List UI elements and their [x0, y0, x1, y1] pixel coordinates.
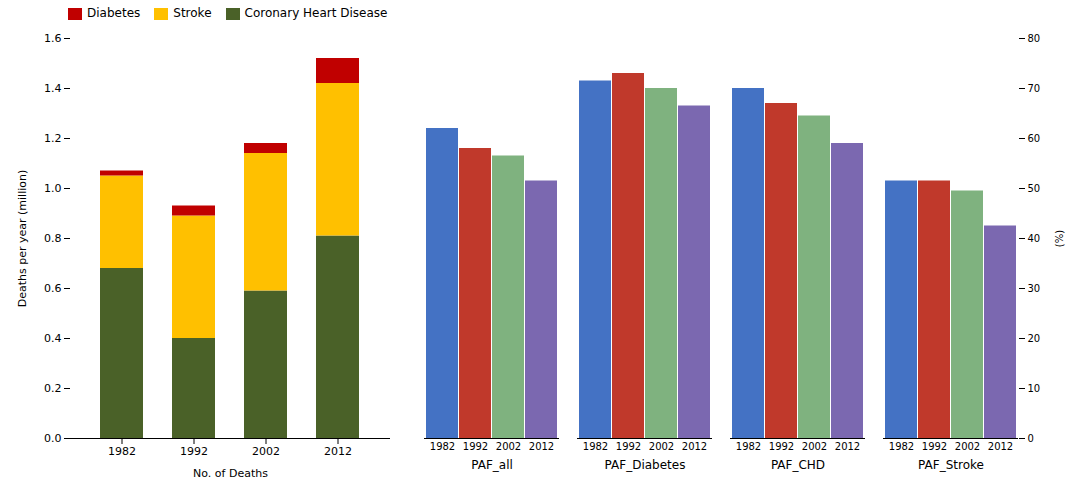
- svg-text:60: 60: [1028, 133, 1041, 144]
- svg-text:1.0: 1.0: [44, 182, 62, 195]
- svg-text:No. of Deaths: No. of Deaths: [193, 467, 268, 480]
- html-text:Diabetes: Diabetes: [87, 6, 141, 20]
- svg-text:2012: 2012: [324, 445, 352, 458]
- svg-text:1.2: 1.2: [44, 132, 62, 145]
- svg-text:80: 80: [1028, 33, 1041, 44]
- svg-text:PAF_all: PAF_all: [471, 458, 513, 472]
- svg-text:1992: 1992: [180, 445, 208, 458]
- svg-text:1992: 1992: [463, 441, 488, 452]
- svg-text:1992: 1992: [922, 441, 947, 452]
- svg-text:2002: 2002: [496, 441, 521, 452]
- svg-text:2012: 2012: [835, 441, 860, 452]
- svg-text:2012: 2012: [682, 441, 707, 452]
- svg-text:0.2: 0.2: [44, 382, 62, 395]
- svg-text:2012: 2012: [529, 441, 554, 452]
- svg-text:1982: 1982: [430, 441, 455, 452]
- svg-text:0.8: 0.8: [44, 232, 62, 245]
- svg-text:1992: 1992: [616, 441, 641, 452]
- svg-text:1982: 1982: [108, 445, 136, 458]
- svg-text:2012: 2012: [988, 441, 1013, 452]
- svg-text:30: 30: [1028, 283, 1041, 294]
- svg-text:PAF_Stroke: PAF_Stroke: [918, 458, 984, 472]
- svg-text:1.6: 1.6: [44, 32, 62, 45]
- svg-text:10: 10: [1028, 383, 1041, 394]
- svg-text:0: 0: [1028, 433, 1034, 444]
- svg-text:2002: 2002: [955, 441, 980, 452]
- svg-text:1982: 1982: [736, 441, 761, 452]
- svg-text:2002: 2002: [252, 445, 280, 458]
- svg-text:PAF_Diabetes: PAF_Diabetes: [605, 458, 686, 472]
- svg-text:PAF_CHD: PAF_CHD: [771, 458, 825, 472]
- html-text:Stroke: Stroke: [173, 6, 212, 20]
- svg-text:1992: 1992: [769, 441, 794, 452]
- svg-text:1982: 1982: [583, 441, 608, 452]
- svg-text:(%): (%): [1054, 230, 1065, 247]
- svg-text:Deaths per year (million): Deaths per year (million): [16, 170, 29, 308]
- svg-text:2002: 2002: [802, 441, 827, 452]
- html-text:Coronary Heart Disease: Coronary Heart Disease: [244, 6, 388, 20]
- svg-text:70: 70: [1028, 83, 1041, 94]
- svg-text:20: 20: [1028, 333, 1041, 344]
- svg-text:1982: 1982: [889, 441, 914, 452]
- svg-text:2002: 2002: [649, 441, 674, 452]
- svg-text:40: 40: [1028, 233, 1041, 244]
- svg-text:0.0: 0.0: [44, 432, 62, 445]
- svg-text:1.4: 1.4: [44, 82, 62, 95]
- svg-text:50: 50: [1028, 183, 1041, 194]
- svg-text:0.6: 0.6: [44, 282, 62, 295]
- svg-text:0.4: 0.4: [44, 332, 62, 345]
